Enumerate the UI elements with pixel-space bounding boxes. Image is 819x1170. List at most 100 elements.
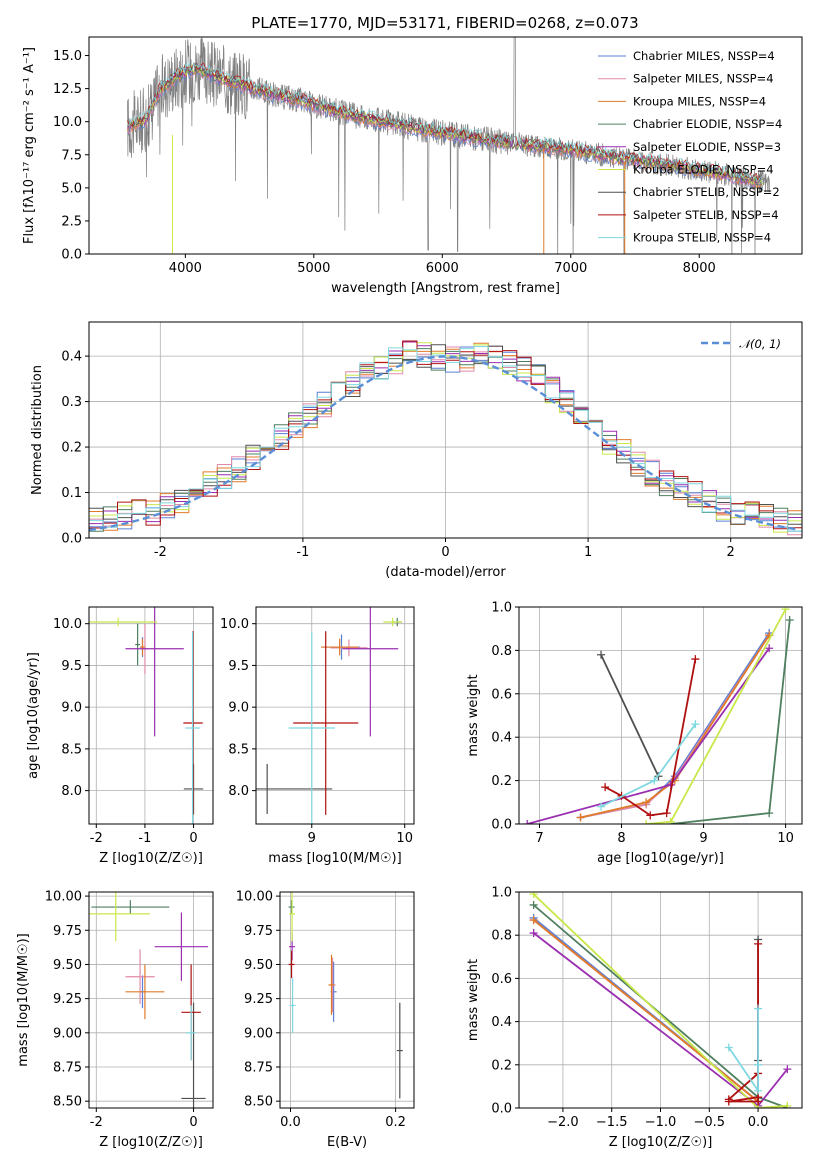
y-tick-label: 8.5 xyxy=(228,742,249,757)
y-tick-label: 9.75 xyxy=(244,924,273,939)
x-tick-label: 0 xyxy=(189,831,197,846)
weight-marker-kroupa_stelib xyxy=(754,1086,763,1095)
legend-label-salpeter_elodie: Salpeter ELODIE, NSSP=3 xyxy=(633,140,781,154)
y-tick-label: 0.0 xyxy=(491,818,512,833)
x-tick-label: 10 xyxy=(777,831,794,846)
spectrum-panel: 4000 5000 6000 7000 8000 0.0 2.5 5.0 7.5 10.0 12.5… xyxy=(22,36,803,296)
x-tick-label: -2 xyxy=(90,831,103,846)
weight-marker-chabrier_elodie xyxy=(765,809,774,818)
x-tick-label: −2.0 xyxy=(547,1115,579,1130)
x-tick-label: -2 xyxy=(154,545,167,560)
model-spectrum-line-kroupa_stelib xyxy=(127,61,764,183)
y-axis-label: mass [log10(M/M☉)] xyxy=(16,933,31,1066)
x-tick-label: −1.5 xyxy=(596,1115,628,1130)
y-tick-label: 5.0 xyxy=(61,181,82,196)
weight-marker-kroupa_elodie xyxy=(642,820,651,824)
y-tick-label: 8.75 xyxy=(53,1060,82,1075)
y-tick-label: 9.00 xyxy=(244,1026,273,1041)
axes-frame xyxy=(518,606,803,825)
weight-marker-kroupa_miles xyxy=(529,916,538,925)
y-tick-label: 9.75 xyxy=(53,924,82,939)
axes-frame xyxy=(88,606,214,825)
x-tick-label: 0 xyxy=(441,545,449,560)
legend-label-kroupa_elodie: Kroupa ELODIE, NSSP=4 xyxy=(633,163,774,177)
age-vs-metallicity-panel: -2 -1 0 8.0 8.5 9.0 9.5 10.0 Z [log10(Z/Z☉)] age … xyxy=(26,606,214,866)
x-tick-label: 8 xyxy=(617,831,625,846)
axes-frame xyxy=(255,606,415,825)
legend-label-kroupa_miles: Kroupa MILES, NSSP=4 xyxy=(633,94,766,108)
x-axis-label: Z [log10(Z/Z☉)] xyxy=(99,851,203,866)
x-tick-label: 0.0 xyxy=(280,1115,301,1130)
y-tick-label: 0.6 xyxy=(491,972,512,987)
weight-marker-salpeter_stelib xyxy=(691,655,700,664)
y-tick-label: 12.5 xyxy=(53,82,82,97)
x-tick-label: 4000 xyxy=(169,261,202,276)
weight-marker-salpeter_stelib xyxy=(724,1097,733,1106)
x-axis-label: (data-model)/error xyxy=(385,565,506,580)
y-tick-label: 10.00 xyxy=(45,890,82,905)
weight-line-kroupa_miles xyxy=(533,919,759,1103)
plot-area xyxy=(89,340,802,536)
x-axis-label: wavelength [Angstrom, rest frame] xyxy=(331,281,560,296)
x-tick-label: −1.0 xyxy=(645,1115,677,1130)
legend-label-normal: 𝒩(0, 1) xyxy=(739,337,781,351)
x-axis-label: E(B-V) xyxy=(327,1135,367,1150)
y-tick-label: 9.25 xyxy=(53,992,82,1007)
weight-marker-salpeter_stelib xyxy=(601,783,610,792)
x-tick-label: 6000 xyxy=(426,261,459,276)
x-tick-label: 8000 xyxy=(683,261,716,276)
y-axis-label: mass weight xyxy=(466,674,481,756)
weight-marker-salpeter_elodie xyxy=(765,644,774,653)
x-tick-label: -2 xyxy=(90,1115,103,1130)
plot-area xyxy=(89,892,209,1108)
y-tick-label: 8.5 xyxy=(61,742,82,757)
weight-line-kroupa_miles xyxy=(580,634,770,819)
x-tick-label: 5000 xyxy=(297,261,330,276)
y-tick-label: 0.6 xyxy=(491,687,512,702)
y-tick-label: 9.5 xyxy=(228,659,249,674)
mass-vs-ebv-panel: 0.0 0.2 8.50 8.75 9.00 9.25 9.50 9.75 10.00 E(B-V… xyxy=(236,890,415,1150)
x-tick-label: 2 xyxy=(727,545,735,560)
weight-marker-kroupa_elodie xyxy=(666,817,675,824)
plot-area xyxy=(256,607,402,824)
weight-marker-kroupa_stelib xyxy=(724,1043,733,1052)
y-tick-label: 10.00 xyxy=(236,890,273,905)
weight-marker-salpeter_stelib xyxy=(754,939,763,948)
y-tick-label: 0.4 xyxy=(491,731,512,746)
weight-marker-kroupa_stelib xyxy=(597,802,606,811)
y-tick-label: 9.0 xyxy=(61,701,82,716)
weight-vs-metallicity-panel: −2.0 −1.5 −1.0 −0.5 0.0 0.0 0.2 0.4 0.6 0.8 1.0 Z [… xyxy=(466,886,803,1150)
y-tick-label: 10.0 xyxy=(53,617,82,632)
y-axis-label: Normed distribution xyxy=(30,365,45,495)
weight-marker-chabrier_elodie xyxy=(529,900,538,909)
weight-line-salpeter_elodie xyxy=(526,647,770,824)
x-axis-label: mass [log10(M/M☉)] xyxy=(268,851,401,866)
weight-marker-kroupa_elodie xyxy=(783,1101,792,1108)
weight-marker-salpeter_elodie xyxy=(783,1065,792,1074)
weight-marker-chabrier_elodie xyxy=(785,616,794,625)
y-tick-label: 0.8 xyxy=(491,929,512,944)
y-tick-label: 0.2 xyxy=(61,441,82,456)
y-axis-label: age [log10(age/yr)] xyxy=(26,652,41,779)
y-tick-label: 0.2 xyxy=(491,1058,512,1073)
y-tick-label: 0.0 xyxy=(491,1102,512,1117)
weight-marker-salpeter_stelib xyxy=(646,811,655,820)
residual-histogram-chabrier_stelib xyxy=(89,344,802,525)
weight-line-kroupa_stelib xyxy=(728,1008,759,1094)
y-tick-label: 8.75 xyxy=(244,1060,273,1075)
y-tick-label: 0.3 xyxy=(61,395,82,410)
weight-marker-kroupa_elodie xyxy=(781,607,790,614)
x-tick-label: 7000 xyxy=(554,261,587,276)
legend-label-salpeter_stelib: Salpeter STELIB, NSSP=4 xyxy=(633,208,779,222)
weight-marker-salpeter_elodie xyxy=(523,820,532,824)
y-tick-label: 0.0 xyxy=(61,532,82,547)
y-tick-label: 9.5 xyxy=(61,659,82,674)
weight-line-salpeter_miles xyxy=(580,634,770,819)
weight-marker-salpeter_elodie xyxy=(529,929,538,938)
weight-line-chabrier_stelib xyxy=(600,654,660,777)
axes-frame xyxy=(88,36,803,255)
y-tick-label: 0.0 xyxy=(61,248,82,263)
legend-label-kroupa_stelib: Kroupa STELIB, NSSP=4 xyxy=(633,231,771,245)
weight-marker-kroupa_miles xyxy=(576,813,585,822)
